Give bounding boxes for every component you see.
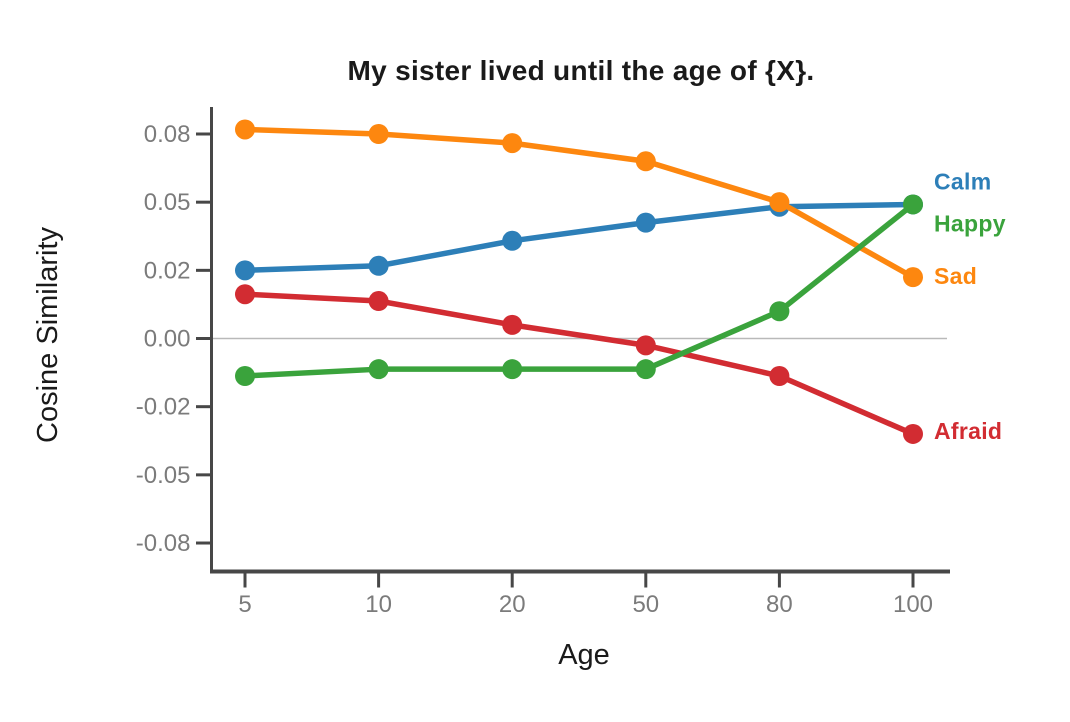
series-afraid-line bbox=[242, 291, 916, 437]
y-axis-label: Cosine Similarity bbox=[32, 227, 64, 443]
series-happy-point bbox=[235, 366, 255, 387]
legend: Calm Happy Sad Afraid bbox=[934, 169, 1006, 445]
y-tick-label: 0.08 bbox=[144, 121, 191, 148]
legend-label-sad: Sad bbox=[934, 263, 977, 289]
series-happy-point bbox=[502, 359, 523, 380]
series-sad-line bbox=[242, 126, 916, 280]
x-tick-label: 100 bbox=[893, 591, 933, 618]
series-sad-point bbox=[502, 133, 523, 154]
series-sad-point bbox=[635, 151, 656, 172]
series-calm bbox=[235, 194, 923, 281]
series-calm-point bbox=[235, 260, 255, 281]
x-tick-label: 10 bbox=[365, 591, 392, 618]
series-sad-point bbox=[368, 124, 389, 144]
series-sad-point bbox=[235, 119, 255, 140]
series-happy-point bbox=[368, 359, 389, 380]
series-happy-point bbox=[903, 194, 923, 215]
y-tick-label: -0.05 bbox=[136, 462, 191, 489]
y-tick-label: -0.02 bbox=[136, 394, 191, 421]
series-layer bbox=[235, 119, 923, 444]
series-calm-point bbox=[502, 230, 523, 251]
axes-spines bbox=[210, 107, 950, 574]
tick-layer: 0.08 0.05 0.02 0.00 -0.02 -0.05 -0.08 5 10 20 50 80… bbox=[136, 121, 933, 618]
series-calm-line bbox=[242, 201, 916, 274]
y-tick-label: -0.08 bbox=[136, 530, 191, 557]
series-happy-point bbox=[635, 359, 656, 380]
x-tick-label: 80 bbox=[766, 591, 793, 618]
series-calm-point bbox=[368, 255, 389, 276]
series-happy bbox=[235, 194, 923, 387]
series-happy-line bbox=[242, 201, 916, 379]
y-tick-label: 0.00 bbox=[144, 326, 191, 353]
series-sad bbox=[235, 119, 923, 288]
series-afraid-point bbox=[368, 291, 389, 312]
legend-label-afraid: Afraid bbox=[934, 418, 1002, 444]
series-afraid bbox=[235, 284, 923, 444]
series-afraid-point bbox=[502, 314, 523, 335]
x-tick-label: 20 bbox=[499, 591, 526, 618]
series-afraid-point bbox=[635, 335, 656, 356]
series-happy-point bbox=[769, 301, 790, 322]
series-sad-point bbox=[903, 267, 923, 288]
series-sad-point bbox=[769, 192, 790, 213]
y-tick-label: 0.05 bbox=[144, 189, 191, 216]
series-calm-point bbox=[635, 212, 656, 233]
x-tick-label: 5 bbox=[238, 591, 251, 618]
legend-label-happy: Happy bbox=[934, 211, 1006, 237]
chart-title: My sister lived until the age of {X}. bbox=[348, 55, 815, 86]
x-tick-label: 50 bbox=[632, 591, 659, 618]
y-tick-label: 0.02 bbox=[144, 257, 191, 284]
legend-label-calm: Calm bbox=[934, 169, 991, 195]
series-afraid-point bbox=[769, 366, 790, 387]
series-afraid-point bbox=[235, 284, 255, 305]
x-axis-label: Age bbox=[558, 639, 610, 671]
series-afraid-point bbox=[903, 423, 923, 444]
